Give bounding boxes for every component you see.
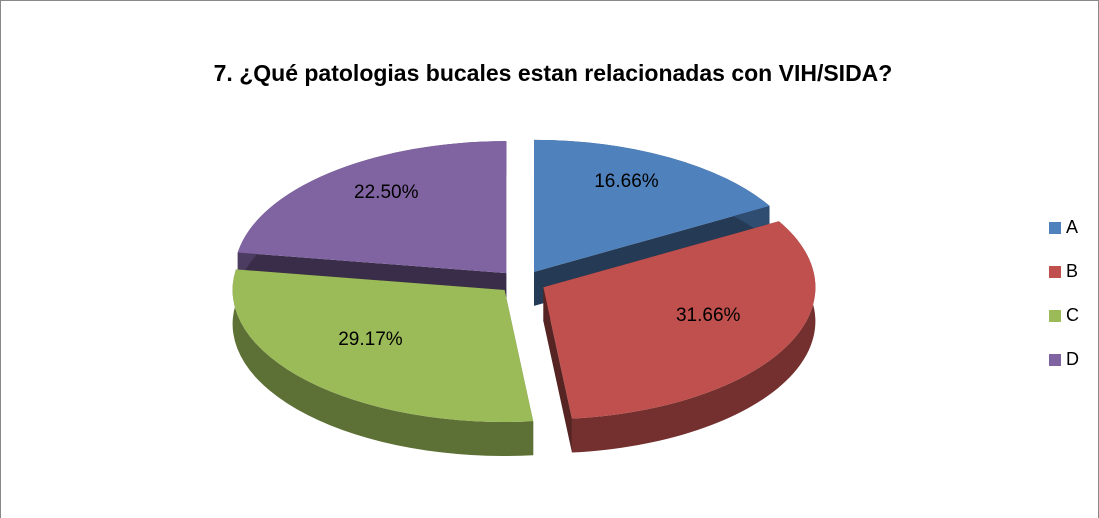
data-label: 22.50% (354, 182, 419, 203)
slice (543, 221, 816, 453)
slice-wall (543, 287, 572, 453)
legend-swatch (1049, 354, 1061, 366)
legend-swatch (1049, 266, 1061, 278)
slice (237, 141, 507, 274)
slice (232, 269, 534, 457)
slice (533, 139, 770, 272)
slice-side (232, 269, 534, 457)
legend-label: A (1066, 217, 1078, 237)
data-label: 16.66% (594, 171, 659, 192)
slice-side (571, 221, 816, 453)
chart-title: 7. ¿Qué patologias bucales estan relacio… (214, 60, 893, 86)
legend-swatch (1049, 222, 1061, 234)
legend-label: B (1066, 261, 1078, 281)
slice (232, 269, 534, 423)
data-label: 31.66% (676, 305, 741, 326)
slice (543, 221, 816, 419)
legend-swatch (1049, 310, 1061, 322)
legend-label: D (1066, 349, 1079, 369)
data-label: 29.17% (338, 329, 403, 350)
legend-label: C (1066, 305, 1079, 325)
